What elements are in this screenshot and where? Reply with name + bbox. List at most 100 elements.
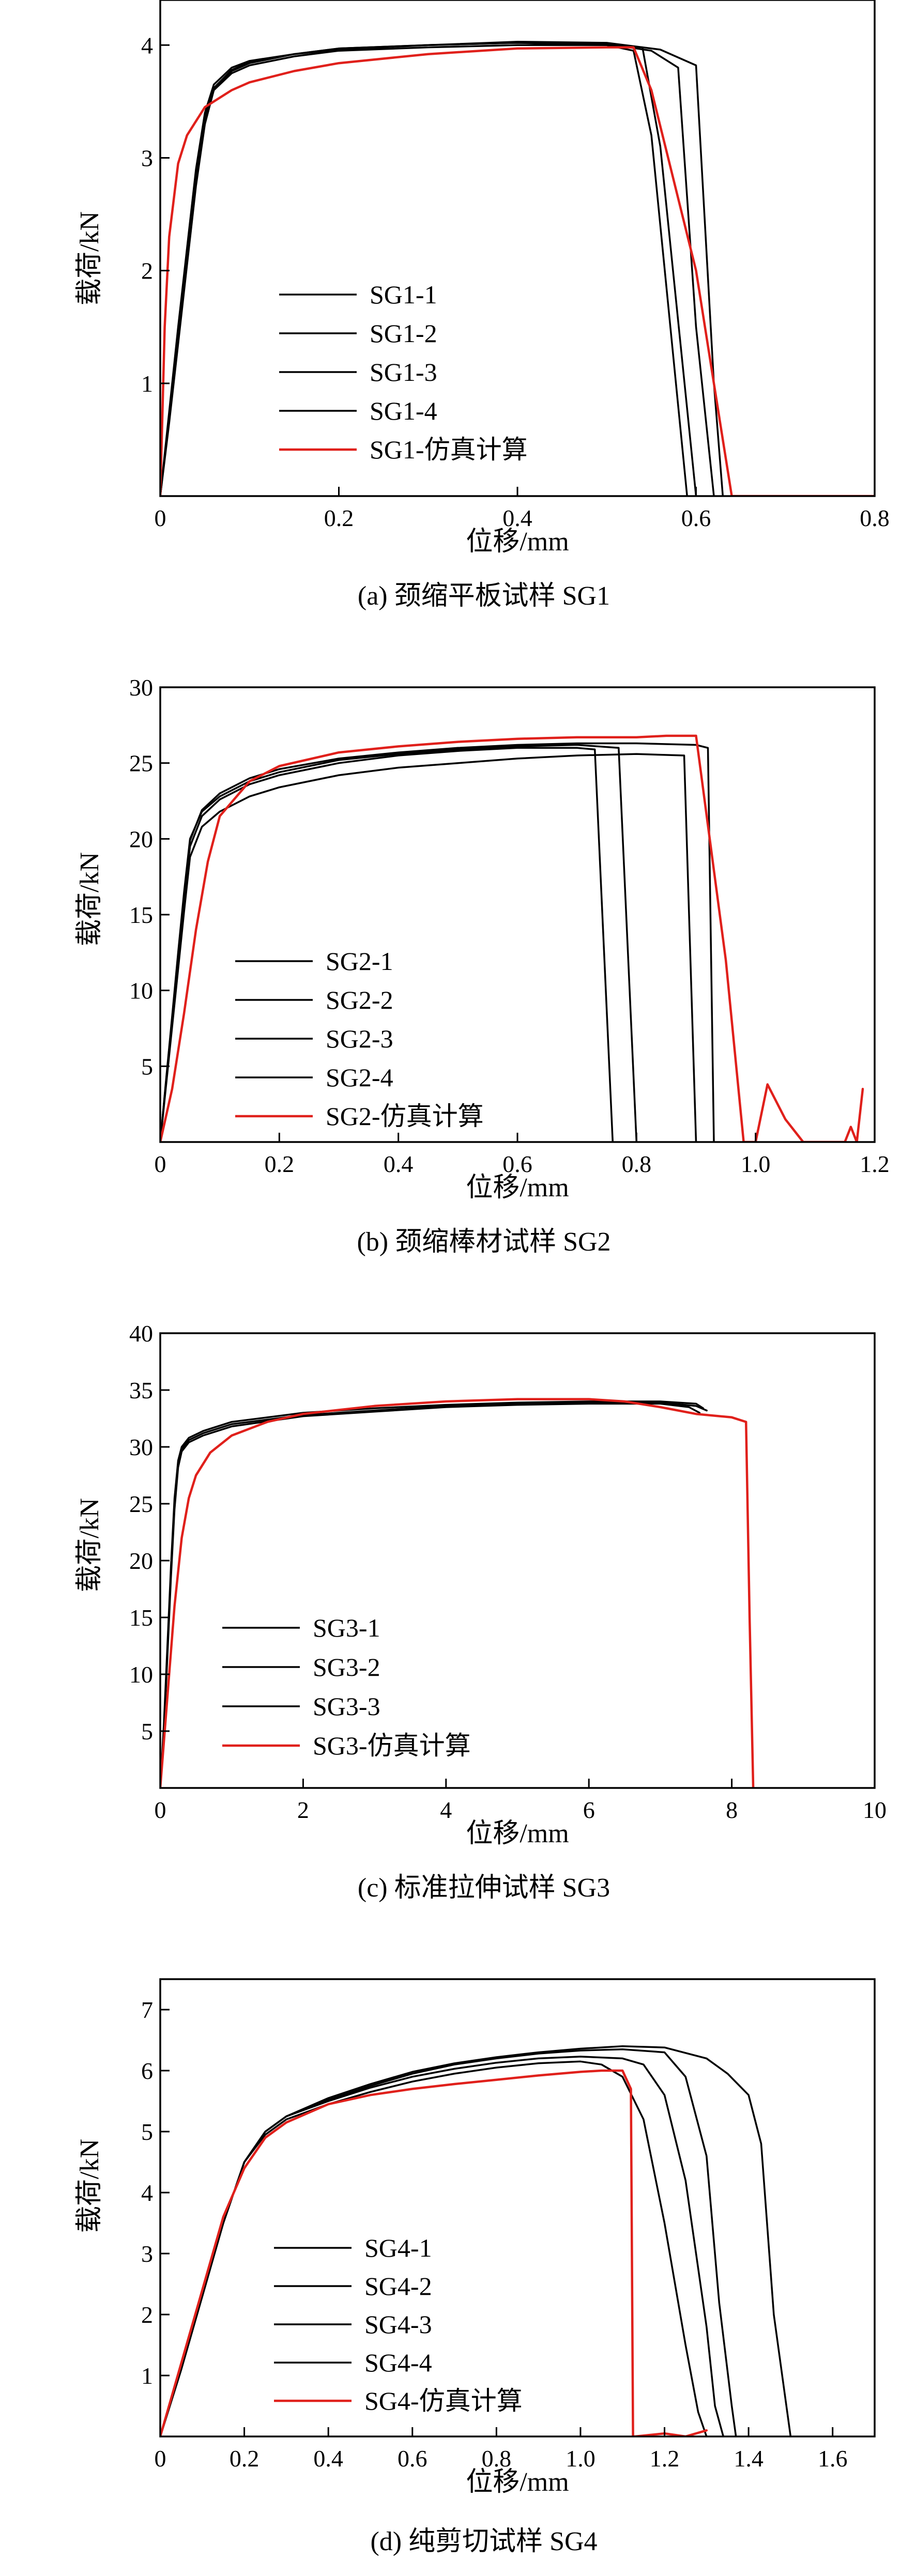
panel-a-caption: (a) 颈缩平板试样 SG1 bbox=[358, 581, 610, 611]
panel-a-xtick-label-2: 0.4 bbox=[502, 505, 532, 531]
panel-a-ytick-label-1: 2 bbox=[141, 258, 153, 284]
panel-c-ytick-label-5: 30 bbox=[129, 1434, 153, 1460]
panel-d-ytick-label-4: 5 bbox=[141, 2119, 153, 2145]
panel-b-xtick-label-4: 0.8 bbox=[622, 1151, 652, 1177]
panel-b-ytick-label-1: 10 bbox=[129, 978, 153, 1004]
panel-b-legend-label-1: SG2-1 bbox=[326, 947, 393, 976]
panel-d-ytick-label-6: 7 bbox=[141, 1997, 153, 2023]
panel-d-xtick-label-3: 0.6 bbox=[398, 2445, 428, 2472]
panel-d-xlabel: 位移/mm bbox=[466, 2467, 569, 2497]
panel-d-series-group bbox=[160, 2045, 792, 2436]
panel-a-legend-label-5: SG1-仿真计算 bbox=[370, 435, 528, 464]
panel-a-series-group bbox=[160, 40, 875, 496]
panel-d-series-line-5 bbox=[160, 2069, 708, 2436]
panel-d-legend-label-1: SG4-1 bbox=[364, 2233, 432, 2262]
panel-c-ytick-label-4: 25 bbox=[129, 1491, 153, 1517]
panel-a-legend-label-1: SG1-1 bbox=[370, 280, 437, 309]
panel-b-legend-label-5: SG2-仿真计算 bbox=[326, 1102, 484, 1131]
panel-d-xtick-label-7: 1.4 bbox=[734, 2445, 764, 2472]
panel-b-ytick-label-5: 30 bbox=[129, 674, 153, 701]
panel-d-xtick-label-6: 1.2 bbox=[650, 2445, 680, 2472]
panel-d-ytick-label-0: 1 bbox=[141, 2363, 153, 2389]
panel-c-xlabel: 位移/mm bbox=[466, 1819, 569, 1848]
panel-b-ytick-label-3: 20 bbox=[129, 826, 153, 852]
panel-d-xtick-label-4: 0.8 bbox=[482, 2445, 512, 2472]
panel-a-series-line-5 bbox=[160, 46, 875, 496]
panel-a-xtick-label-1: 0.2 bbox=[324, 505, 354, 531]
panel-d-ytick-label-1: 2 bbox=[141, 2302, 153, 2328]
panel-c-ytick-label-6: 35 bbox=[129, 1377, 153, 1403]
panel-c-legend-label-1: SG3-1 bbox=[313, 1613, 380, 1642]
panel-c-caption: (c) 标准拉伸试样 SG3 bbox=[358, 1873, 610, 1903]
panel-a-ylabel: 载荷/kN bbox=[75, 211, 104, 305]
panel-d-xtick-label-1: 0.2 bbox=[230, 2445, 259, 2472]
panel-a-ytick-label-2: 3 bbox=[141, 145, 153, 171]
panel-b-ylabel: 载荷/kN bbox=[75, 852, 104, 946]
panel-c: 载荷/kN 位移/mm (c) 标准拉伸试样 SG3 0 2 4 6 8 10 5 10 15 2… bbox=[75, 1320, 887, 1903]
panel-d-legend-label-3: SG4-3 bbox=[364, 2310, 432, 2339]
panel-a-series-line-4 bbox=[160, 40, 724, 496]
panel-c-ytick-label-3: 20 bbox=[129, 1548, 153, 1574]
panel-b-xtick-label-3: 0.6 bbox=[502, 1151, 532, 1177]
panel-a-legend-label-4: SG1-4 bbox=[370, 396, 437, 425]
panel-c-ytick-label-0: 5 bbox=[141, 1718, 153, 1745]
panel-b-series-group bbox=[160, 734, 864, 1142]
panel-a-ytick-label-3: 4 bbox=[141, 32, 153, 58]
panel-c-xtick-label-0: 0 bbox=[155, 1797, 166, 1823]
panel-c-xtick-label-2: 4 bbox=[440, 1797, 452, 1823]
panel-b-xtick-label-0: 0 bbox=[155, 1151, 166, 1177]
panel-d-legend-label-2: SG4-2 bbox=[364, 2272, 432, 2301]
panel-b-ytick-label-0: 5 bbox=[141, 1053, 153, 1079]
panel-c-xtick-label-4: 8 bbox=[726, 1797, 738, 1823]
panel-a-legend-label-3: SG1-3 bbox=[370, 358, 437, 387]
panel-d-legend-label-5: SG4-仿真计算 bbox=[364, 2386, 523, 2415]
panel-d-xtick-label-8: 1.6 bbox=[818, 2445, 848, 2472]
panel-d-ytick-label-3: 4 bbox=[141, 2180, 153, 2206]
panel-c-xtick-label-5: 10 bbox=[863, 1797, 887, 1823]
panel-b-series-line-4 bbox=[160, 742, 715, 1142]
panel-c-series-group bbox=[160, 1398, 755, 1788]
panel-c-series-line-4 bbox=[160, 1398, 755, 1788]
panel-b-xlabel: 位移/mm bbox=[466, 1173, 569, 1202]
panel-b-xtick-label-5: 1.0 bbox=[741, 1151, 771, 1177]
panel-d-axes-frame bbox=[159, 1978, 876, 2438]
panel-c-xtick-label-3: 6 bbox=[583, 1797, 595, 1823]
panel-b-xtick-label-6: 1.2 bbox=[860, 1151, 890, 1177]
panel-b-series-line-5 bbox=[160, 734, 864, 1142]
panel-c-ytick-label-2: 15 bbox=[129, 1605, 153, 1631]
panel-b-ytick-label-4: 25 bbox=[129, 750, 153, 777]
panel-b: 载荷/kN 位移/mm (b) 颈缩棒材试样 SG2 0 0.2 0.4 0.6 0.8… bbox=[75, 674, 890, 1257]
panel-b-legend-label-4: SG2-4 bbox=[326, 1063, 393, 1092]
panel-a-ytick-label-0: 1 bbox=[141, 371, 153, 397]
panel-b-xtick-label-1: 0.2 bbox=[265, 1151, 295, 1177]
panel-d-ytick-label-2: 3 bbox=[141, 2241, 153, 2267]
panel-b-series-line-3 bbox=[160, 753, 697, 1142]
panel-a-xtick-label-3: 0.6 bbox=[681, 505, 711, 531]
panel-d-xtick-label-2: 0.4 bbox=[313, 2445, 343, 2472]
panel-a: 载荷/kN 位移/mm (a) 颈缩平板试样 SG1 0 0.2 0.4 0.6 0.8… bbox=[75, 0, 890, 611]
panel-c-ytick-label-7: 40 bbox=[129, 1320, 153, 1347]
panel-c-legend-label-2: SG3-2 bbox=[313, 1653, 380, 1682]
panel-d-legend-label-4: SG4-4 bbox=[364, 2348, 432, 2377]
panel-a-xtick-label-4: 0.8 bbox=[860, 505, 890, 531]
panel-c-xtick-label-1: 2 bbox=[297, 1797, 309, 1823]
panel-d-xtick-label-5: 1.0 bbox=[566, 2445, 596, 2472]
panel-b-legend-label-3: SG2-3 bbox=[326, 1024, 393, 1053]
panel-d-ylabel: 载荷/kN bbox=[75, 2139, 104, 2233]
panel-b-ytick-label-2: 15 bbox=[129, 902, 153, 928]
panel-d-ytick-label-5: 6 bbox=[141, 2058, 153, 2084]
panel-b-legend-label-2: SG2-2 bbox=[326, 985, 393, 1014]
panel-a-xtick-label-0: 0 bbox=[155, 505, 166, 531]
panel-c-legend-label-4: SG3-仿真计算 bbox=[313, 1731, 471, 1760]
panel-a-legend-label-2: SG1-2 bbox=[370, 319, 437, 348]
panel-d-xtick-label-0: 0 bbox=[155, 2445, 166, 2472]
panel-b-caption: (b) 颈缩棒材试样 SG2 bbox=[357, 1227, 610, 1257]
panel-c-ylabel: 载荷/kN bbox=[75, 1498, 104, 1592]
panel-a-xlabel: 位移/mm bbox=[466, 527, 569, 557]
panel-c-ytick-label-1: 10 bbox=[129, 1661, 153, 1688]
panel-d-caption: (d) 纯剪切试样 SG4 bbox=[370, 2527, 597, 2556]
panel-d: 载荷/kN 位移/mm (d) 纯剪切试样 SG4 0 0.2 0.4 0.6 0.8 1… bbox=[75, 1978, 876, 2556]
panel-c-series-line-3 bbox=[160, 1402, 701, 1788]
